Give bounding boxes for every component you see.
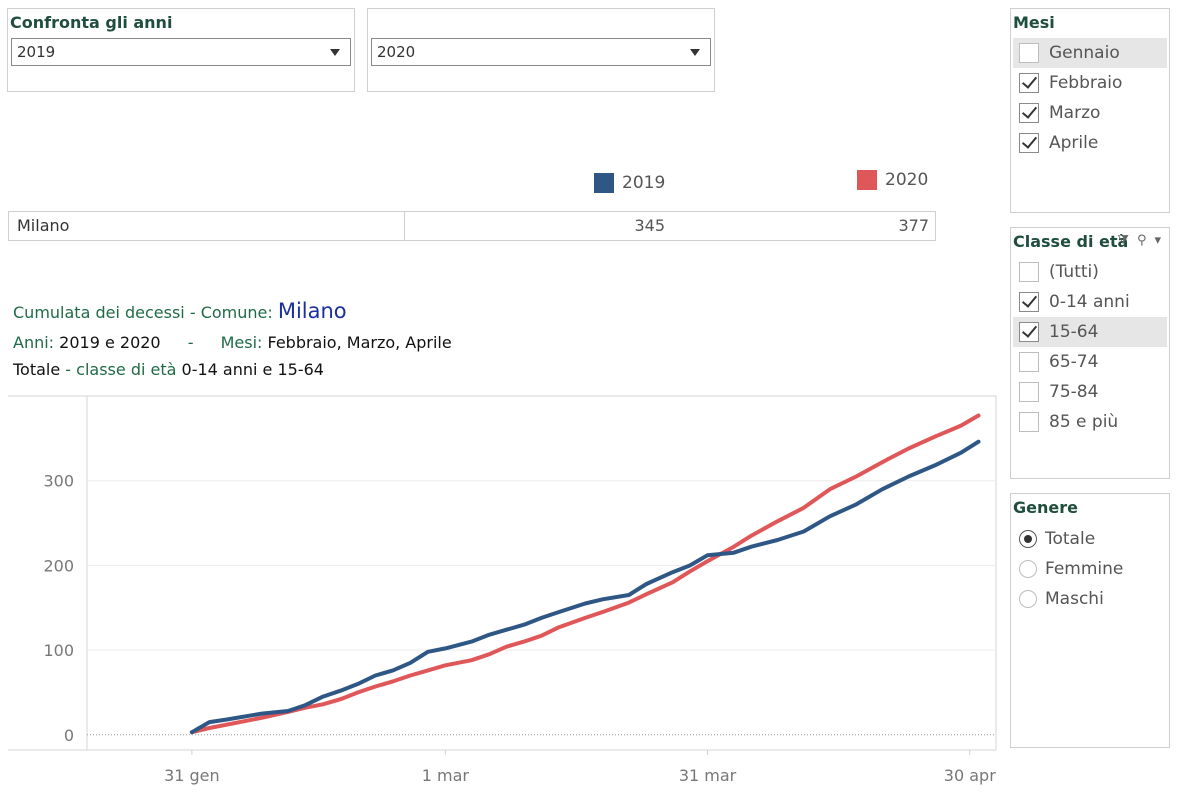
caption-years-label: Anni: [13,333,60,352]
filter-option[interactable]: 75-84 [1013,377,1167,407]
gender-option-label: Totale [1045,529,1096,549]
filter-option-label: (Tutti) [1049,262,1099,282]
plot-frame [86,395,997,751]
gender-option[interactable]: Totale [1013,524,1167,554]
legend-item-2020[interactable]: 2020 [857,170,928,190]
legend-item-2019[interactable]: 2019 [594,173,665,193]
caption-sep-3: - [60,360,77,379]
caption-months: Febbraio, Marzo, Aprile [267,333,452,352]
caption-years: 2019 e 2020 [59,333,161,352]
age-filter-title: Classe di età [1013,232,1129,251]
chevron-down-icon [690,49,700,56]
y-tick-label: 300 [43,472,74,491]
year-a-value: 2019 [17,43,56,61]
caption-age-values: 0-14 anni e 15-64 [181,360,324,379]
y-tick-label: 200 [43,556,74,575]
age-filter-panel: Classe di età ⧩ ⚲ ▾ (Tutti) 0-14 anni 15-6… [1010,227,1170,479]
filter-option-label: 75-84 [1049,382,1099,402]
caption-line-1: Cumulata dei decessi - Comune: Milano [13,299,347,323]
filter-option[interactable]: Aprile [1013,128,1167,158]
x-tick-label: 1 mar [422,766,470,785]
cumulative-deaths-chart: 0 100 200 300 31 gen 1 mar 31 mar 30 apr [8,395,997,785]
caption-months-label: Mesi: [220,333,268,352]
filter-option[interactable]: 65-74 [1013,347,1167,377]
filter-option[interactable]: Febbraio [1013,68,1167,98]
checkbox-checked-icon[interactable] [1019,133,1039,153]
gender-filter-title: Genere [1013,498,1078,517]
x-tick-label: 31 gen [164,766,220,785]
year-b-value: 2020 [377,43,416,61]
radio-empty-icon[interactable] [1019,590,1037,608]
gender-option-label: Femmine [1045,559,1124,579]
filter-option-label: 15-64 [1049,322,1099,342]
checkbox-empty-icon[interactable] [1019,382,1039,402]
filter-option[interactable]: Marzo [1013,98,1167,128]
checkbox-empty-icon[interactable] [1019,262,1039,282]
months-filter-panel: Mesi Gennaio Febbraio Marzo Aprile [1010,8,1170,213]
x-tick-label: 31 mar [679,766,737,785]
months-filter-list: Gennaio Febbraio Marzo Aprile [1013,38,1167,158]
series-line-2020 [189,413,981,735]
summary-value-2020: 377 [898,216,929,235]
year-b-select[interactable]: 2020 [371,38,711,66]
chevron-down-icon [330,49,340,56]
caption-age-label: classe di età [76,360,177,379]
age-filter-list: (Tutti) 0-14 anni 15-64 65-74 75-84 85 e più [1013,257,1167,437]
radio-selected-icon[interactable] [1019,530,1037,548]
checkbox-checked-icon[interactable] [1019,322,1039,342]
filter-option-label: Aprile [1049,133,1099,153]
caption-prefix: Cumulata dei decessi - [13,303,201,322]
filter-option[interactable]: 0-14 anni [1013,287,1167,317]
series-line-2019 [189,439,981,735]
filter-option-label: Febbraio [1049,73,1123,93]
filter-option[interactable]: (Tutti) [1013,257,1167,287]
compare-years-panel: Confronta gli anni 2019 [7,8,355,92]
checkbox-empty-icon[interactable] [1019,352,1039,372]
menu-chevron-down-icon[interactable]: ▾ [1154,233,1161,248]
caption-separator: - [187,333,194,352]
caption-line-2: Anni: 2019 e 2020 - Mesi: Febbraio, Marz… [13,333,452,352]
age-filter-tools: ⧩ ⚲ ▾ [1117,233,1161,248]
clear-filter-icon[interactable]: ⧩ [1117,233,1129,248]
filter-option-label: 65-74 [1049,352,1099,372]
y-tick-label: 100 [43,641,74,660]
summary-value-2019: 345 [634,216,665,235]
caption-city: Milano [277,299,347,323]
caption-city-label: Comune: [200,303,278,322]
legend-swatch-2019 [594,173,614,193]
checkbox-checked-icon[interactable] [1019,73,1039,93]
months-filter-title: Mesi [1013,13,1055,32]
checkbox-checked-icon[interactable] [1019,103,1039,123]
search-icon[interactable]: ⚲ [1136,233,1147,248]
checkbox-empty-icon[interactable] [1019,43,1039,63]
compare-years-title: Confronta gli anni [10,13,173,32]
checkbox-empty-icon[interactable] [1019,412,1039,432]
radio-empty-icon[interactable] [1019,560,1037,578]
gender-filter-panel: Genere Totale Femmine Maschi [1010,493,1170,748]
filter-option-label: 0-14 anni [1049,292,1130,312]
filter-option-label: Gennaio [1049,43,1120,63]
caption-line-3: Totale - classe di età 0-14 anni e 15-64 [13,360,324,379]
caption-total: Totale [13,360,61,379]
filter-option[interactable]: 15-64 [1013,317,1167,347]
legend-label-2019: 2019 [622,173,666,193]
x-tick-label: 30 apr [944,766,996,785]
filter-option[interactable]: Gennaio [1013,38,1167,68]
gender-option[interactable]: Maschi [1013,584,1167,614]
gender-option[interactable]: Femmine [1013,554,1167,584]
legend-swatch-2020 [857,170,877,190]
year-b-panel: 2020 [367,8,715,92]
summary-table-row: Milano 345 377 [8,211,936,241]
filter-option-label: 85 e più [1049,412,1119,432]
y-tick-label: 0 [64,726,74,745]
summary-city: Milano [9,212,405,240]
gender-filter-list: Totale Femmine Maschi [1013,524,1167,614]
filter-option-label: Marzo [1049,103,1101,123]
year-a-select[interactable]: 2019 [11,38,351,66]
filter-option[interactable]: 85 e più [1013,407,1167,437]
checkbox-checked-icon[interactable] [1019,292,1039,312]
gender-option-label: Maschi [1045,589,1104,609]
legend-label-2020: 2020 [885,170,929,190]
